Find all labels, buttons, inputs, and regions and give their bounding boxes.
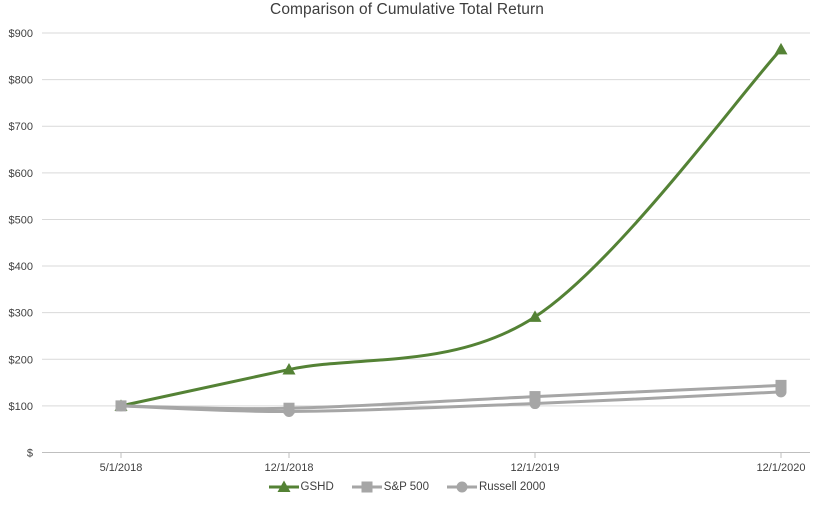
legend-marker-circle [456,481,468,493]
data-point-marker-russell-2000 [283,405,295,417]
y-axis-label: $300 [9,308,33,320]
series-russell-2000 [115,386,787,417]
legend-item-russell2000: Russell 2000 [446,481,546,493]
data-point-marker-gshd [774,42,788,55]
sp500-line-square-icon [351,481,382,493]
data-point-marker-russell-2000 [115,400,127,412]
series-line-s-p-500 [119,383,783,411]
data-point-marker-russell-2000 [529,398,541,410]
legend-label: Russell 2000 [478,481,546,493]
y-axis-label: $600 [9,168,33,180]
series-gshd [114,42,788,411]
russell2000-line-circle-icon [446,481,477,493]
x-axis-label: 5/1/2018 [100,462,143,474]
series-line-russell-2000 [119,390,783,413]
legend-item-gshd: GSHD [268,480,334,493]
y-axis-label: $400 [9,261,33,273]
legend-marker-square [361,481,373,493]
legend-item-sp500: S&P 500 [351,481,429,493]
x-axis-label: 12/1/2020 [757,462,806,474]
line-chart-plot-area: $ $100 $200 $300 $400 $500 $600 $700 $800 $900 5/1… [9,28,810,474]
series-line-gshd [119,47,783,408]
legend-label: GSHD [300,481,334,493]
y-axis-label: $500 [9,214,33,226]
legend-marker-triangle [277,480,291,492]
legend-label: S&P 500 [383,481,429,493]
y-axis-label: $900 [9,28,33,40]
y-axis-label: $ [27,448,33,460]
data-point-marker-gshd [528,310,542,322]
chart-title: Comparison of Cumulative Total Return [270,1,544,18]
gshd-line-triangle-icon [268,480,299,492]
data-point-marker-russell-2000 [775,386,787,398]
y-axis-label: $100 [9,401,33,413]
data-point-marker-s-p-500 [775,379,787,391]
x-axis-label: 12/1/2019 [511,462,560,474]
data-point-marker-gshd [282,363,296,375]
y-axis-label: $700 [9,121,33,133]
y-axis-label: $200 [9,354,33,366]
x-axis-label: 12/1/2018 [265,462,314,474]
chart-legend: GSHD S&P 500 Russell 2000 [0,480,814,493]
data-point-marker-s-p-500 [529,391,541,403]
y-axis-label: $800 [9,75,33,87]
